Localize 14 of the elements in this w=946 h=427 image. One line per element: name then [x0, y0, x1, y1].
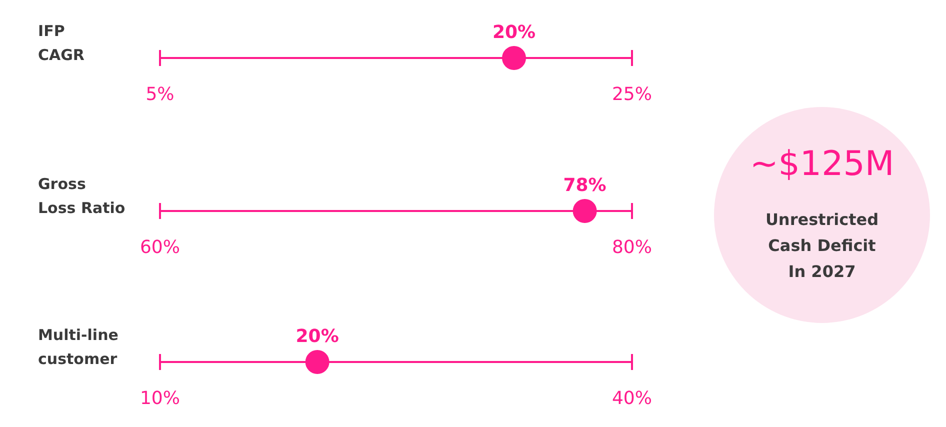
x-tick-label: 80% — [612, 237, 652, 258]
x-tick-label: 25% — [612, 84, 652, 105]
text: ~$125M — [750, 144, 894, 184]
y-tick-label: IFP CAGR — [38, 22, 85, 64]
x-tick-label: 5% — [146, 84, 174, 105]
y-tick-label: Gross Loss Ratio — [38, 175, 126, 217]
x-tick-label: 60% — [140, 237, 180, 258]
x-tick-label: 10% — [140, 388, 180, 409]
data-label: 78% — [563, 175, 606, 196]
data-label: 20% — [492, 22, 536, 43]
text: Unrestricted Cash Deficit In 2027 — [765, 210, 879, 281]
x-tick-label: 40% — [612, 388, 652, 409]
y-tick-label: Multi-line customer — [38, 326, 118, 368]
data-label: 20% — [296, 326, 339, 347]
